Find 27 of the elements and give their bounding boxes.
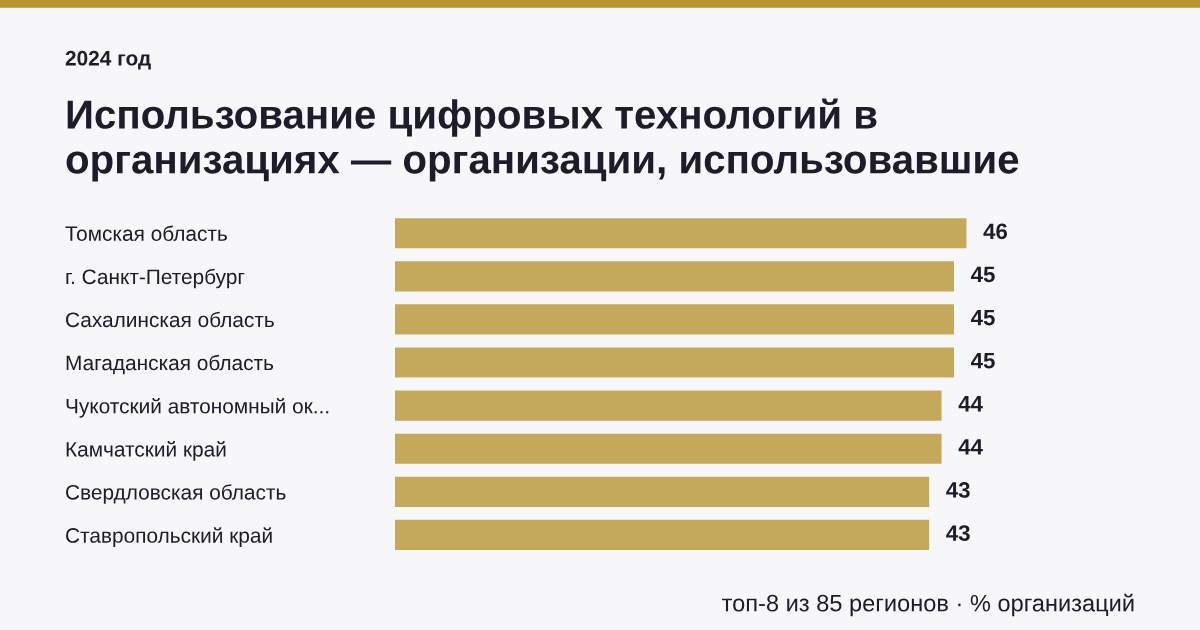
y-tick-label: Чукотский автономный ок... (66, 397, 329, 418)
data-label: 43 (946, 482, 970, 498)
bar (395, 390, 942, 421)
text: топ-8 из 85 регионов · % организаций (722, 593, 1134, 617)
y-tick-label: Томская область (65, 225, 227, 241)
data-label: 45 (971, 352, 995, 369)
y-tick-label: Магаданская область (66, 354, 274, 375)
data-label: 43 (946, 525, 970, 541)
y-tick-label: г. Санкт-Петербург (66, 268, 245, 289)
data-label: 46 (983, 223, 1008, 240)
data-label: 45 (971, 266, 995, 283)
y-tick-label: Камчатский край (66, 441, 226, 461)
text: 2024 год (65, 50, 151, 70)
bar (395, 347, 955, 378)
bar (395, 304, 955, 335)
data-label: 44 (958, 439, 983, 455)
bar (395, 218, 967, 249)
y-tick-label: Ставропольский край (66, 527, 272, 547)
chart-title: Использование цифровых технологий в организациях — организации, использовавшие (66, 98, 1019, 182)
bar (395, 433, 942, 464)
bar (395, 519, 930, 551)
bar (395, 476, 930, 507)
bar (395, 261, 955, 292)
y-tick-label: Свердловская область (66, 484, 286, 504)
y-tick-label: Сахалинская область (66, 311, 274, 328)
data-label: 44 (958, 396, 983, 412)
data-label: 45 (971, 309, 995, 326)
